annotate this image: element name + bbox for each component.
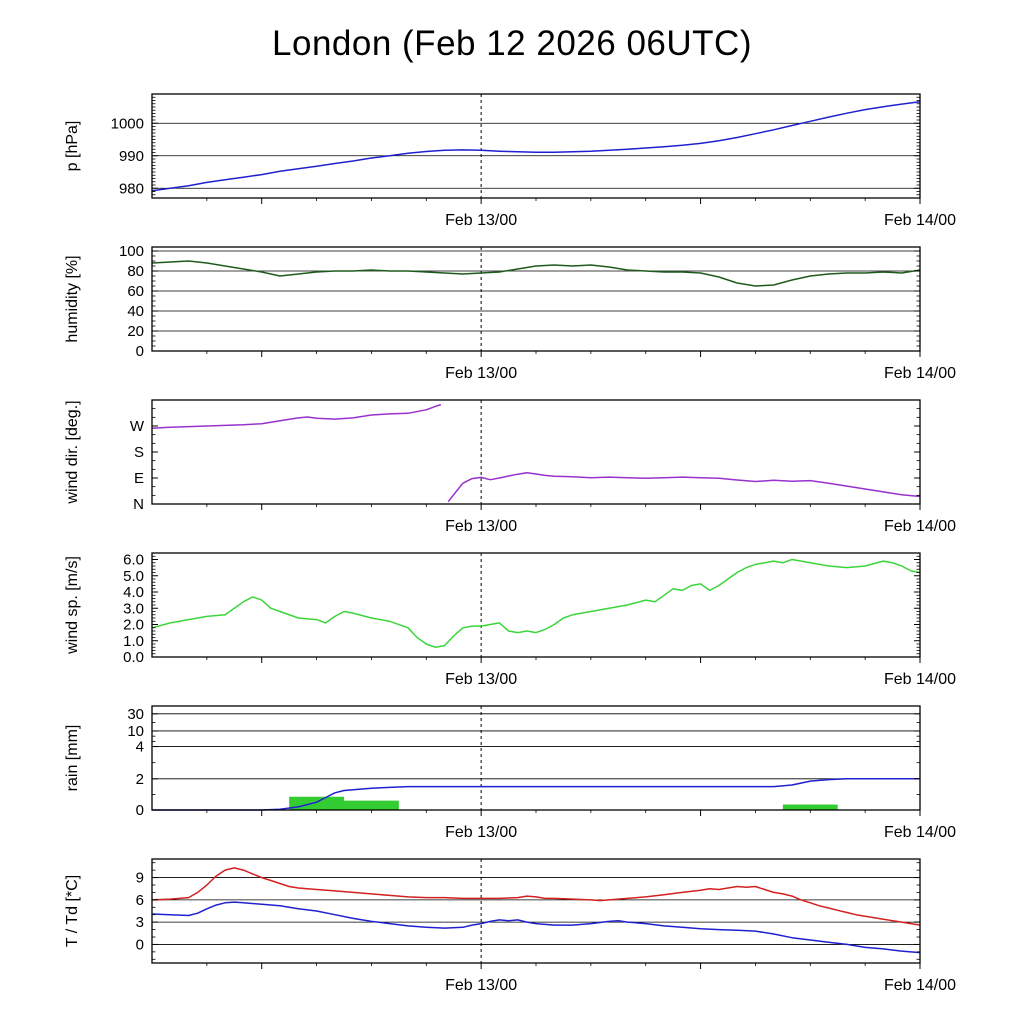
rain-bar <box>344 800 399 810</box>
x-tick-label: Feb 14/00 <box>884 212 956 229</box>
meteogram-panels: 980 990 1000 Feb 13/00 Feb 14/00 p [hPa] 0 20 40… <box>0 90 1024 1008</box>
series-wind-direction <box>151 403 921 503</box>
y-tick-label: 40 <box>127 303 144 320</box>
x-tick-label: Feb 13/00 <box>445 212 517 229</box>
y-axis-label: p [hPa] <box>64 121 81 172</box>
panel-wind-speed: 0.01.02.03.04.05.06.0 Feb 13/00 Feb 14/00 w… <box>64 552 956 689</box>
y-tick-label: 0 <box>136 936 144 953</box>
plot-frame <box>151 858 921 964</box>
y-tick-label: 2.0 <box>123 617 144 634</box>
y-tick-label: 9 <box>136 870 144 887</box>
x-tick-label: Feb 14/00 <box>884 365 956 382</box>
y-tick-label: S <box>134 444 144 461</box>
y-tick-label: 4 <box>136 739 144 756</box>
y-tick-label: W <box>130 418 145 435</box>
y-tick-label: 60 <box>127 283 144 300</box>
y-tick-label: 5.0 <box>123 568 144 585</box>
x-tick-label: Feb 13/00 <box>445 671 517 688</box>
panel-temperature: 0 3 6 9 Feb 13/00 Feb 14/00 T / Td [*C] <box>64 858 956 994</box>
y-tick-label: 6 <box>136 892 144 909</box>
series-rain-accum <box>152 778 920 811</box>
x-tick-label: Feb 13/00 <box>445 518 517 535</box>
x-tick-label: Feb 13/00 <box>445 977 517 994</box>
y-tick-label: 990 <box>119 148 144 165</box>
y-axis-label: wind sp. [m/s] <box>64 556 81 655</box>
y-tick-label: 980 <box>119 180 144 197</box>
panel-pressure: 980 990 1000 Feb 13/00 Feb 14/00 p [hPa] <box>64 93 956 229</box>
y-tick-label: 30 <box>127 706 144 723</box>
series-pressure <box>151 101 921 192</box>
y-tick-label: 0.0 <box>123 649 144 666</box>
plot-frame <box>151 705 921 811</box>
panel-humidity: 0 20 40 60 80 100 Feb 13/00 Feb 14/00 humidity [… <box>64 243 956 382</box>
y-axis-label: wind dir. [deg.] <box>64 400 81 504</box>
plot-frame <box>151 246 921 352</box>
y-tick-label: 4.0 <box>123 584 144 601</box>
series-humidity <box>151 260 921 287</box>
plot-frame <box>151 399 921 505</box>
plot-frame <box>151 93 921 199</box>
y-tick-label: 100 <box>119 243 144 260</box>
series-wind-speed <box>151 558 921 649</box>
y-tick-label: 80 <box>127 263 144 280</box>
y-tick-label: 20 <box>127 323 144 340</box>
x-tick-label: Feb 14/00 <box>884 518 956 535</box>
y-tick-label: 2 <box>136 771 144 788</box>
x-tick-label: Feb 13/00 <box>445 365 517 382</box>
y-axis-label: rain [mm] <box>64 725 81 792</box>
y-tick-label: 1000 <box>111 115 144 132</box>
y-tick-label: 3 <box>136 914 144 931</box>
y-tick-label: 1.0 <box>123 633 144 650</box>
x-tick-label: Feb 13/00 <box>445 824 517 841</box>
rain-bar <box>782 804 838 810</box>
chart-title: London (Feb 12 2026 06UTC) <box>272 24 752 63</box>
y-tick-label: 3.0 <box>123 600 144 617</box>
rain-bar <box>289 796 344 810</box>
y-tick-label: 10 <box>127 723 144 740</box>
y-tick-label: 0 <box>136 343 144 360</box>
y-tick-label: 0 <box>136 802 144 819</box>
x-tick-label: Feb 14/00 <box>884 671 956 688</box>
series-temperature <box>151 867 921 926</box>
series-dewpoint <box>151 901 921 954</box>
y-axis-label: humidity [%] <box>64 255 81 342</box>
y-axis-label: T / Td [*C] <box>64 875 81 947</box>
y-tick-label: 6.0 <box>123 552 144 569</box>
y-tick-label: N <box>133 496 144 513</box>
y-tick-label: E <box>134 470 144 487</box>
x-tick-label: Feb 14/00 <box>884 977 956 994</box>
x-tick-label: Feb 14/00 <box>884 824 956 841</box>
